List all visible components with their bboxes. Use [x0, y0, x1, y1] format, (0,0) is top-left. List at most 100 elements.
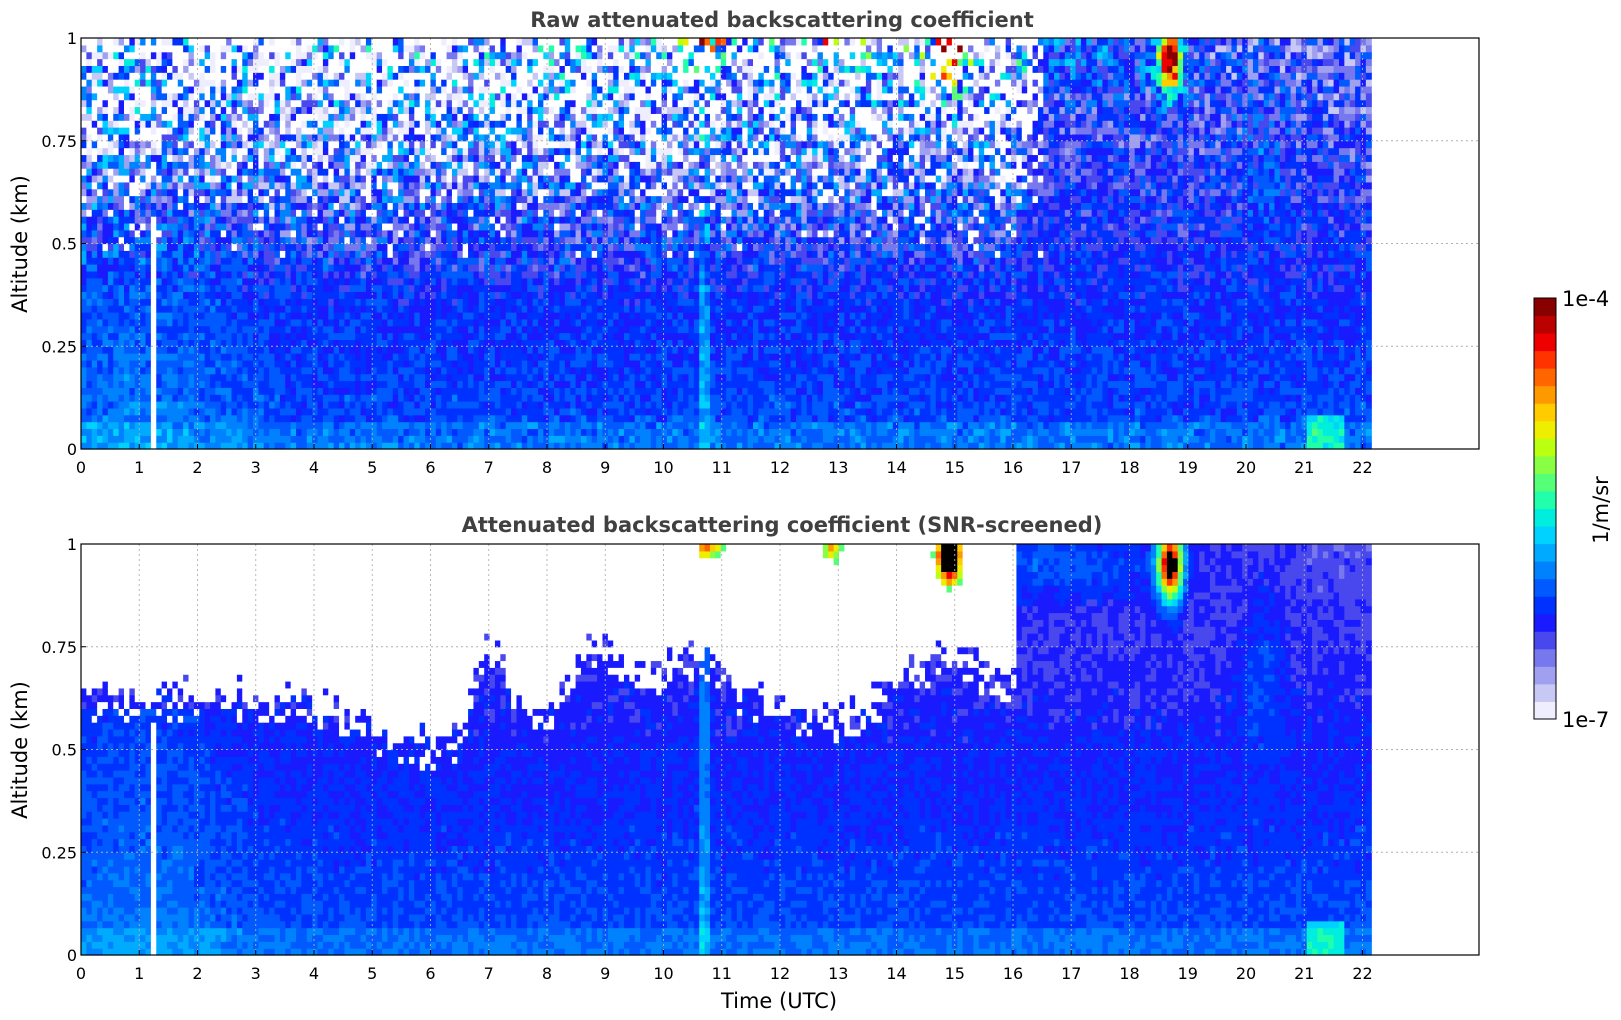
heatmap-cell: [419, 380, 426, 388]
heatmap-cell: [113, 366, 120, 375]
heatmap-cell: [97, 168, 104, 176]
heatmap-cell: [484, 133, 491, 142]
heatmap-cell: [102, 277, 109, 286]
heatmap-cell: [339, 133, 346, 142]
heatmap-cell: [156, 133, 163, 142]
heatmap-cell: [478, 305, 485, 313]
heatmap-cell: [102, 380, 109, 388]
heatmap-cell: [516, 140, 523, 149]
heatmap-cell: [414, 133, 421, 142]
heatmap-cell: [468, 140, 475, 149]
heatmap-cell: [511, 65, 518, 73]
heatmap-cell: [328, 38, 335, 46]
heatmap-cell: [371, 325, 378, 334]
heatmap-cell: [435, 291, 442, 299]
heatmap-cell: [156, 359, 163, 368]
heatmap-cell: [263, 401, 270, 409]
heatmap-cell: [263, 85, 270, 94]
heatmap-cell: [484, 291, 491, 299]
heatmap-cell: [382, 264, 389, 272]
heatmap-cell: [258, 366, 265, 375]
heatmap-cell: [419, 51, 426, 60]
heatmap-cell: [215, 133, 222, 142]
heatmap-cell: [505, 318, 512, 327]
heatmap-cell: [306, 85, 313, 94]
heatmap-cell: [183, 85, 190, 94]
heatmap-cell: [91, 353, 98, 361]
heatmap-cell: [242, 401, 249, 409]
heatmap-cell: [134, 195, 141, 203]
heatmap-cell: [279, 270, 286, 279]
heatmap-cell: [414, 168, 421, 176]
heatmap-cell: [398, 435, 405, 443]
heatmap-cell: [193, 229, 200, 238]
heatmap-cell: [253, 291, 260, 299]
heatmap-cell: [408, 99, 415, 108]
heatmap-cell: [247, 168, 254, 176]
heatmap-cell: [193, 401, 200, 409]
heatmap-cell: [478, 346, 485, 354]
heatmap-cell: [435, 339, 442, 347]
heatmap-cell: [473, 85, 480, 94]
heatmap-cell: [150, 407, 157, 416]
heatmap-cell: [312, 277, 319, 286]
heatmap-cell: [102, 127, 109, 135]
heatmap-cell: [183, 264, 190, 272]
heatmap-cell: [430, 243, 437, 251]
heatmap-cell: [500, 332, 507, 340]
heatmap-cell: [484, 270, 491, 279]
heatmap-cell: [457, 373, 464, 382]
heatmap-cell: [91, 202, 98, 210]
heatmap-cell: [521, 435, 528, 443]
heatmap-cell: [258, 154, 265, 162]
heatmap-cell: [516, 106, 523, 114]
heatmap-cell: [269, 318, 276, 327]
heatmap-cell: [226, 127, 233, 135]
heatmap-cell: [521, 332, 528, 340]
heatmap-cell: [408, 168, 415, 176]
heatmap-cell: [478, 257, 485, 265]
heatmap-cell: [199, 51, 206, 60]
heatmap-cell: [102, 359, 109, 368]
heatmap-cell: [441, 58, 448, 66]
heatmap-cell: [312, 58, 319, 66]
heatmap-cell: [263, 161, 270, 169]
heatmap-cell: [145, 421, 152, 430]
heatmap-cell: [446, 147, 453, 156]
heatmap-cell: [451, 277, 458, 286]
heatmap-cell: [328, 168, 335, 176]
heatmap-cell: [124, 270, 130, 279]
heatmap-cell: [376, 106, 383, 114]
heatmap-cell: [183, 421, 190, 430]
heatmap-cell: [494, 435, 501, 443]
heatmap-cell: [242, 291, 249, 299]
heatmap-cell: [468, 264, 475, 272]
heatmap-cell: [473, 195, 480, 203]
heatmap-cell: [339, 44, 346, 53]
heatmap-cell: [150, 38, 157, 46]
heatmap-cell: [134, 380, 141, 388]
heatmap-cell: [312, 339, 319, 347]
heatmap-cell: [210, 298, 216, 306]
heatmap-cell: [446, 216, 453, 224]
heatmap-cell: [494, 161, 501, 169]
heatmap-cell: [269, 332, 276, 340]
heatmap-cell: [435, 277, 442, 286]
heatmap-cell: [269, 188, 276, 197]
heatmap-cell: [387, 291, 394, 299]
heatmap-cell: [511, 359, 518, 368]
heatmap-cell: [473, 216, 480, 224]
heatmap-cell: [392, 435, 399, 443]
heatmap-cell: [258, 442, 265, 450]
heatmap-cell: [478, 209, 485, 217]
heatmap-cell: [167, 222, 173, 231]
heatmap-cell: [505, 257, 512, 265]
heatmap-cell: [328, 442, 335, 450]
heatmap-cell: [134, 407, 141, 416]
heatmap-cell: [339, 147, 346, 156]
heatmap-cell: [226, 380, 233, 388]
heatmap-cell: [414, 195, 421, 203]
heatmap-cell: [500, 38, 507, 46]
heatmap-cell: [140, 353, 147, 361]
heatmap-cell: [408, 428, 415, 436]
